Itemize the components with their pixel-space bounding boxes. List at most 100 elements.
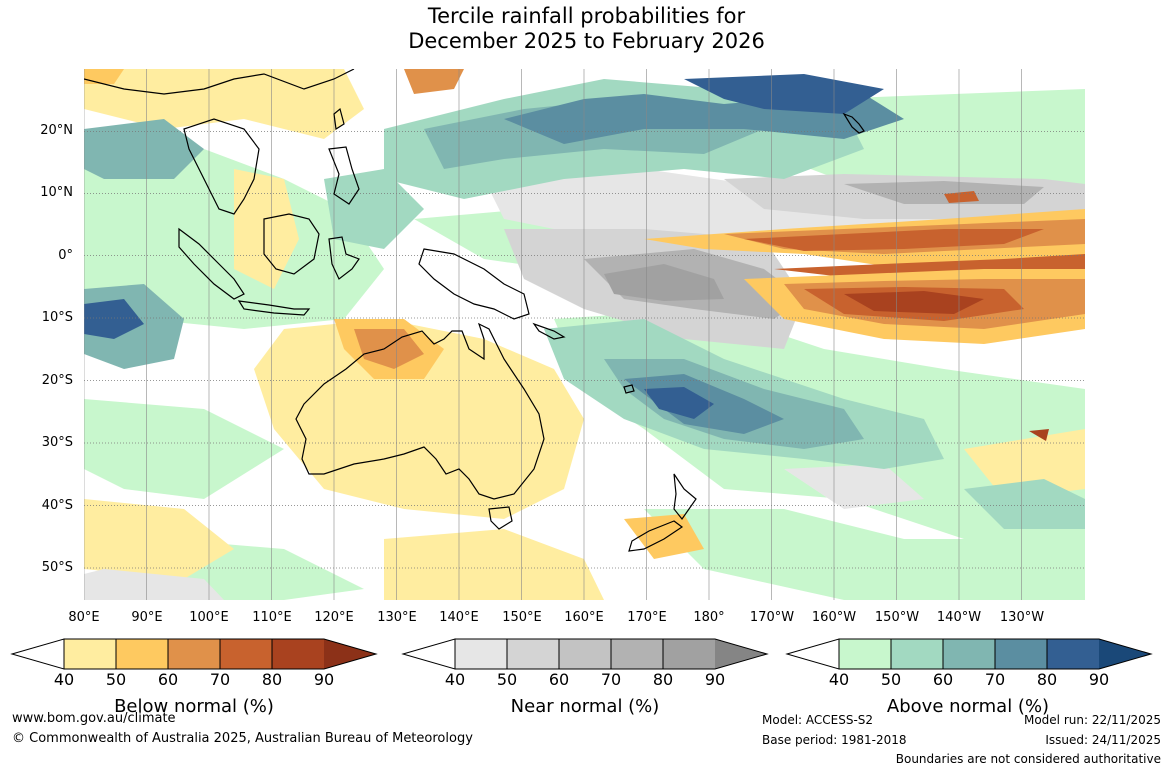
colorbar-near-swatch-2 bbox=[507, 639, 559, 669]
lon-label-130w: 130°W bbox=[999, 610, 1045, 625]
lon-label-140w: 140°W bbox=[936, 610, 982, 625]
below-tick-80: 80 bbox=[261, 670, 283, 689]
above-tick-70: 70 bbox=[984, 670, 1006, 689]
near-tick-50: 50 bbox=[496, 670, 518, 689]
lon-label-110e: 110°E bbox=[252, 610, 292, 625]
colorbar-near-swatch-4 bbox=[611, 639, 663, 669]
colorbar-above-swatch-4 bbox=[995, 639, 1047, 669]
above-tick-90: 90 bbox=[1088, 670, 1110, 689]
map-title-line2: December 2025 to February 2026 bbox=[408, 29, 765, 53]
colorbar-below-swatch-4 bbox=[220, 639, 272, 669]
colorbar-near-extend-low bbox=[401, 638, 456, 670]
above-tick-50: 50 bbox=[880, 670, 902, 689]
colorbar-near-swatch-5 bbox=[663, 639, 715, 669]
near-tick-70: 70 bbox=[600, 670, 622, 689]
lon-label-180: 180° bbox=[693, 610, 725, 625]
lat-label-40s: 40°S bbox=[41, 498, 73, 513]
footer-boundaries-note: Boundaries are not considered authoritat… bbox=[895, 752, 1161, 766]
lon-label-150e: 150°E bbox=[502, 610, 542, 625]
colorbar-below-normal bbox=[10, 638, 378, 670]
lon-label-160e: 160°E bbox=[564, 610, 604, 625]
taiwan-coastline bbox=[333, 107, 345, 131]
lon-label-150w: 150°W bbox=[874, 610, 920, 625]
above-tick-80: 80 bbox=[1036, 670, 1058, 689]
colorbar-above-swatch-2 bbox=[891, 639, 943, 669]
near-tick-40: 40 bbox=[444, 670, 466, 689]
colorbar-below-swatch-5 bbox=[272, 639, 324, 669]
footer-model: Model: ACCESS-S2 bbox=[762, 713, 874, 727]
longitude-gridlines bbox=[84, 69, 1022, 600]
lat-label-20n: 20°N bbox=[40, 123, 73, 138]
solomon-coastline bbox=[532, 322, 566, 340]
lon-label-160w: 160°W bbox=[811, 610, 857, 625]
java-coastline bbox=[237, 300, 311, 316]
rainfall-probability-map bbox=[84, 69, 1085, 600]
hawaii-coastline bbox=[842, 112, 865, 134]
sulawesi-coastline bbox=[328, 236, 360, 280]
map-title-line1: Tercile rainfall probabilities for bbox=[427, 4, 746, 28]
colorbar-below-swatch-3 bbox=[168, 639, 220, 669]
footer-issued: Issued: 24/11/2025 bbox=[1045, 733, 1161, 747]
above-tick-60: 60 bbox=[932, 670, 954, 689]
footer-copyright: © Commonwealth of Australia 2025, Austra… bbox=[12, 731, 473, 746]
colorbar-near-swatch-3 bbox=[559, 639, 611, 669]
lon-label-100e: 100°E bbox=[189, 610, 229, 625]
lat-label-20s: 20°S bbox=[41, 373, 73, 388]
colorbar-above-extend-low bbox=[785, 638, 840, 670]
lon-label-140e: 140°E bbox=[439, 610, 479, 625]
below-tick-60: 60 bbox=[157, 670, 179, 689]
lon-label-170w: 170°W bbox=[749, 610, 795, 625]
new-zealand-north-coastline bbox=[673, 473, 697, 521]
colorbar-above-normal bbox=[785, 638, 1153, 670]
colorbar-above-swatch-1 bbox=[839, 639, 891, 669]
sumatra-coastline bbox=[178, 227, 245, 300]
lon-label-130e: 130°E bbox=[377, 610, 417, 625]
lat-label-10n: 10°N bbox=[40, 185, 73, 200]
fiji-coastline bbox=[623, 384, 635, 394]
colorbar-near-swatch-1 bbox=[455, 639, 507, 669]
lat-label-30s: 30°S bbox=[41, 435, 73, 450]
footer-website[interactable]: www.bom.gov.au/climate bbox=[12, 711, 176, 726]
colorbar-below-extend-low bbox=[10, 638, 65, 670]
borneo-coastline bbox=[263, 213, 320, 275]
near-tick-90: 90 bbox=[704, 670, 726, 689]
near-normal-title: Near normal (%) bbox=[510, 696, 660, 717]
tasmania-coastline bbox=[488, 506, 513, 530]
below-normal-strong-regions bbox=[84, 69, 1085, 559]
coastlines bbox=[84, 69, 865, 552]
lat-label-0: 0° bbox=[58, 248, 73, 263]
map-title: Tercile rainfall probabilities for Decem… bbox=[0, 4, 1173, 54]
lon-label-80e: 80°E bbox=[68, 610, 100, 625]
colorbar-below-swatch-2 bbox=[116, 639, 168, 669]
lon-label-170e: 170°E bbox=[627, 610, 667, 625]
philippines-coastline bbox=[328, 146, 360, 205]
australia-coastline bbox=[295, 322, 545, 500]
near-tick-60: 60 bbox=[548, 670, 570, 689]
colorbar-above-swatch-3 bbox=[943, 639, 995, 669]
below-normal-title: Below normal (%) bbox=[114, 696, 274, 717]
latitude-gridlines bbox=[84, 131, 1085, 569]
colorbar-near-extend-high bbox=[715, 639, 767, 669]
below-tick-70: 70 bbox=[209, 670, 231, 689]
indochina-coastline bbox=[183, 118, 260, 215]
below-tick-40: 40 bbox=[53, 670, 75, 689]
new-zealand-south-coastline bbox=[628, 520, 684, 552]
above-tick-40: 40 bbox=[828, 670, 850, 689]
above-normal-title: Above normal (%) bbox=[886, 696, 1050, 717]
colorbar-below-extend-high bbox=[324, 639, 376, 669]
colorbar-near-normal bbox=[401, 638, 769, 670]
asia-coastline bbox=[84, 69, 355, 95]
footer-model-run: Model run: 22/11/2025 bbox=[1023, 713, 1161, 727]
below-tick-50: 50 bbox=[105, 670, 127, 689]
colorbar-above-extend-high bbox=[1099, 639, 1151, 669]
footer-base-period: Base period: 1981-2018 bbox=[762, 733, 907, 747]
near-tick-80: 80 bbox=[652, 670, 674, 689]
lat-label-50s: 50°S bbox=[41, 560, 73, 575]
lon-label-90e: 90°E bbox=[131, 610, 163, 625]
lat-label-10s: 10°S bbox=[41, 310, 73, 325]
colorbar-below-swatch-1 bbox=[64, 639, 116, 669]
below-tick-90: 90 bbox=[313, 670, 335, 689]
new-guinea-coastline bbox=[418, 248, 530, 320]
lon-label-120e: 120°E bbox=[314, 610, 354, 625]
colorbar-above-swatch-5 bbox=[1047, 639, 1099, 669]
